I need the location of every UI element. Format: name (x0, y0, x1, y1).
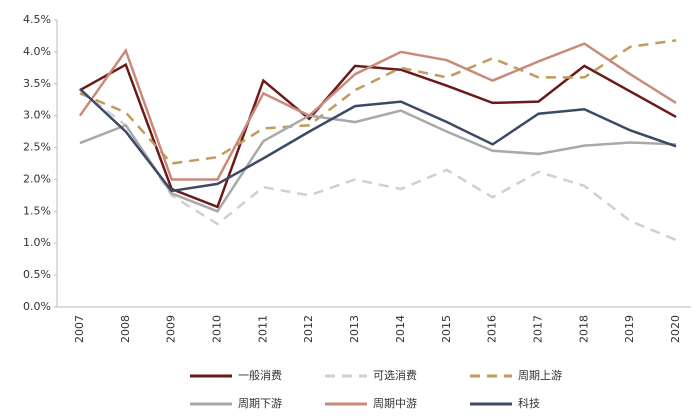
line-series (79, 109, 677, 213)
x-tick-label: 2020 (669, 315, 682, 343)
x-tick-label: 2013 (348, 315, 361, 343)
x-tick-label: 2012 (302, 315, 315, 343)
y-tick-label: 3.0% (23, 109, 51, 122)
x-tick-label: 2008 (119, 315, 132, 343)
y-tick-label: 3.5% (23, 77, 51, 90)
x-tick-label: 2009 (165, 315, 178, 343)
legend-label: 周期中游 (373, 397, 417, 410)
x-tick-label: 2018 (577, 315, 590, 343)
y-tick-label: 1.5% (23, 204, 51, 217)
line-series (78, 42, 677, 181)
y-tick-label: 4.5% (23, 13, 51, 26)
x-tick-label: 2014 (394, 315, 407, 343)
y-tick-label: 4.0% (23, 45, 51, 58)
line-series (79, 89, 677, 242)
y-tick-label: 2.5% (23, 141, 51, 154)
x-tick-label: 2019 (623, 315, 636, 343)
y-tick-label: 0.5% (23, 268, 51, 281)
legend-label: 科技 (518, 396, 540, 410)
line-series (79, 62, 677, 209)
legend-label: 周期上游 (518, 369, 562, 382)
legend-label: 周期下游 (238, 397, 282, 410)
x-tick-label: 2010 (211, 315, 224, 343)
x-tick-label: 2007 (73, 315, 86, 343)
line-series (79, 39, 677, 165)
legend-label: 可选消费 (373, 368, 417, 382)
y-tick-label: 1.0% (23, 236, 51, 249)
y-tick-label: 0.0% (23, 300, 51, 313)
line-series (79, 87, 677, 193)
x-tick-label: 2015 (440, 315, 453, 343)
x-tick-label: 2017 (532, 315, 545, 343)
x-tick-label: 2011 (256, 315, 269, 343)
y-tick-label: 2.0% (23, 172, 51, 185)
legend-label: 一般消费 (238, 368, 282, 382)
x-tick-label: 2016 (486, 315, 499, 343)
